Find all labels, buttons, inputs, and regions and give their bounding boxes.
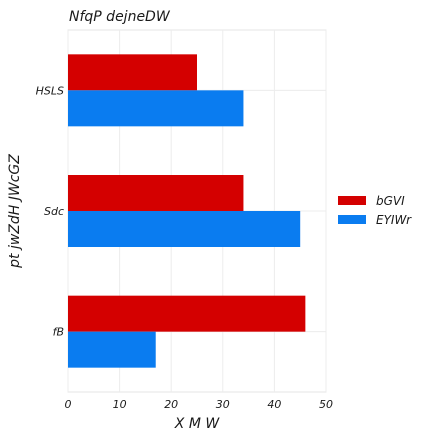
x-axis-label: X M W <box>174 416 221 432</box>
chart-title: NfqP dejneDW <box>69 9 171 25</box>
y-tick-label: HSLS <box>36 84 64 97</box>
bar-EYIWr-fB <box>68 331 156 368</box>
bar-EYIWr-HSLS <box>68 90 244 127</box>
y-tick-label: Sdc <box>44 205 64 218</box>
tick-labels: 0 10 20 30 40 50 HSLS Sdc fB <box>36 84 333 411</box>
x-tick-label: 40 <box>267 398 281 411</box>
legend: bGVI EYIWr <box>338 194 412 227</box>
x-tick-label: 0 <box>65 398 72 411</box>
bar-bGVI-Sdc <box>68 175 244 211</box>
bar-bGVI-fB <box>68 295 306 332</box>
legend-swatch-0 <box>338 196 366 205</box>
y-axis-label: pt jwZdH JWcGZ <box>7 154 23 269</box>
x-tick-label: 50 <box>319 398 333 411</box>
legend-swatch-1 <box>338 215 366 224</box>
legend-label-0: bGVI <box>376 194 405 208</box>
x-tick-label: 10 <box>113 398 127 411</box>
bar-EYIWr-Sdc <box>68 211 301 247</box>
y-tick-label: fB <box>53 326 64 339</box>
legend-label-1: EYIWr <box>376 213 412 227</box>
x-tick-label: 30 <box>216 398 230 411</box>
bar-bGVI-HSLS <box>68 54 197 91</box>
x-tick-label: 20 <box>164 398 178 411</box>
bars <box>68 54 306 368</box>
